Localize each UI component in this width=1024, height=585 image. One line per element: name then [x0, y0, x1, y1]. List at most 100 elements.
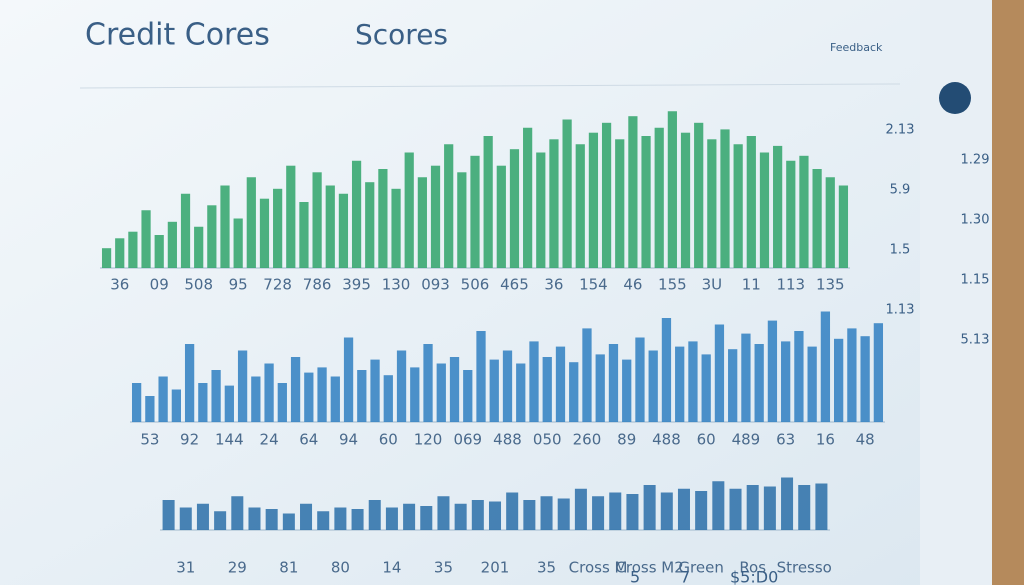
bar	[794, 331, 804, 422]
bar	[680, 132, 691, 268]
bar	[483, 136, 493, 268]
bar	[171, 389, 181, 422]
bar	[391, 188, 401, 268]
bar	[661, 318, 672, 422]
bar	[688, 341, 698, 422]
bar	[635, 337, 645, 422]
bar	[701, 354, 711, 422]
footer-label: $5:D0	[730, 568, 778, 585]
x-tick-label: 48	[856, 431, 875, 449]
bar	[286, 165, 296, 268]
x-tick-label: 120	[414, 431, 443, 449]
bar	[695, 491, 708, 530]
bar	[282, 513, 295, 530]
bar	[608, 344, 619, 422]
x-tick-label: 154	[579, 276, 608, 294]
bar	[574, 488, 587, 530]
subtitle: Scores	[355, 18, 448, 51]
bar	[471, 500, 484, 530]
bar	[207, 205, 217, 268]
bar	[509, 149, 520, 268]
bar	[154, 235, 164, 268]
bar	[211, 370, 221, 422]
bar	[423, 344, 433, 422]
bar	[317, 511, 330, 530]
x-tick-label: 144	[215, 431, 244, 449]
x-tick-label: 60	[697, 431, 716, 449]
bar	[536, 152, 546, 268]
bar	[220, 185, 230, 268]
x-tick-label: 508	[184, 276, 213, 294]
x-tick-label: 3U	[702, 276, 723, 294]
x-tick-label: Ros	[739, 559, 766, 577]
bar	[436, 363, 446, 422]
x-tick-label: 64	[299, 431, 318, 449]
x-tick-label: 488	[652, 431, 681, 449]
bar	[145, 396, 155, 422]
bar	[430, 165, 441, 268]
bar	[357, 370, 367, 422]
bar	[259, 198, 270, 268]
bar	[330, 376, 340, 422]
bar	[677, 488, 690, 530]
x-tick-label: 728	[263, 276, 292, 294]
bar	[540, 496, 553, 530]
bar	[378, 169, 388, 268]
bar	[588, 132, 599, 268]
bar	[660, 492, 673, 530]
bar	[609, 492, 622, 530]
x-tick-label: 80	[331, 559, 350, 577]
bar	[325, 185, 335, 268]
bar	[385, 507, 398, 530]
bar	[141, 210, 151, 268]
bar	[449, 357, 460, 422]
bar	[437, 496, 450, 530]
bar	[798, 485, 811, 530]
bar	[131, 383, 142, 422]
bar	[807, 346, 817, 422]
bar	[763, 486, 776, 530]
bar	[343, 337, 354, 422]
bar	[799, 155, 809, 268]
bar	[834, 338, 844, 422]
bar	[231, 496, 244, 530]
bar	[628, 116, 638, 268]
x-tick-label: 60	[379, 431, 398, 449]
x-tick-label: Cross M	[569, 559, 628, 577]
bar	[643, 485, 656, 530]
bar	[454, 503, 467, 530]
x-tick-label: 46	[623, 276, 642, 294]
bar	[496, 165, 506, 268]
bar	[873, 323, 884, 422]
bar	[592, 496, 605, 530]
bar	[365, 182, 375, 268]
bar	[470, 155, 480, 268]
x-tick-label: 63	[776, 431, 795, 449]
bar	[214, 511, 227, 530]
bar	[615, 139, 625, 268]
bar	[516, 363, 526, 422]
x-tick-label: 24	[260, 431, 279, 449]
bar	[420, 506, 433, 530]
x-tick-label: 35	[434, 559, 453, 577]
bar	[383, 375, 393, 422]
x-tick-label: 92	[180, 431, 199, 449]
side-label: 1.15	[961, 273, 990, 288]
bar	[542, 357, 552, 422]
bar	[786, 160, 796, 268]
x-tick-label: 16	[816, 431, 835, 449]
bar	[648, 350, 658, 422]
bar	[184, 344, 195, 422]
x-tick-label: 093	[421, 276, 450, 294]
bar	[404, 152, 414, 268]
x-tick-label: 29	[228, 559, 247, 577]
bar	[815, 483, 828, 530]
bar	[463, 370, 473, 422]
x-tick-label: 53	[140, 431, 159, 449]
bar	[562, 119, 572, 268]
bar	[273, 188, 283, 268]
side-label: 1.30	[961, 213, 990, 228]
bar	[338, 193, 349, 268]
bar	[403, 503, 416, 530]
side-label: 1.5	[890, 243, 911, 258]
